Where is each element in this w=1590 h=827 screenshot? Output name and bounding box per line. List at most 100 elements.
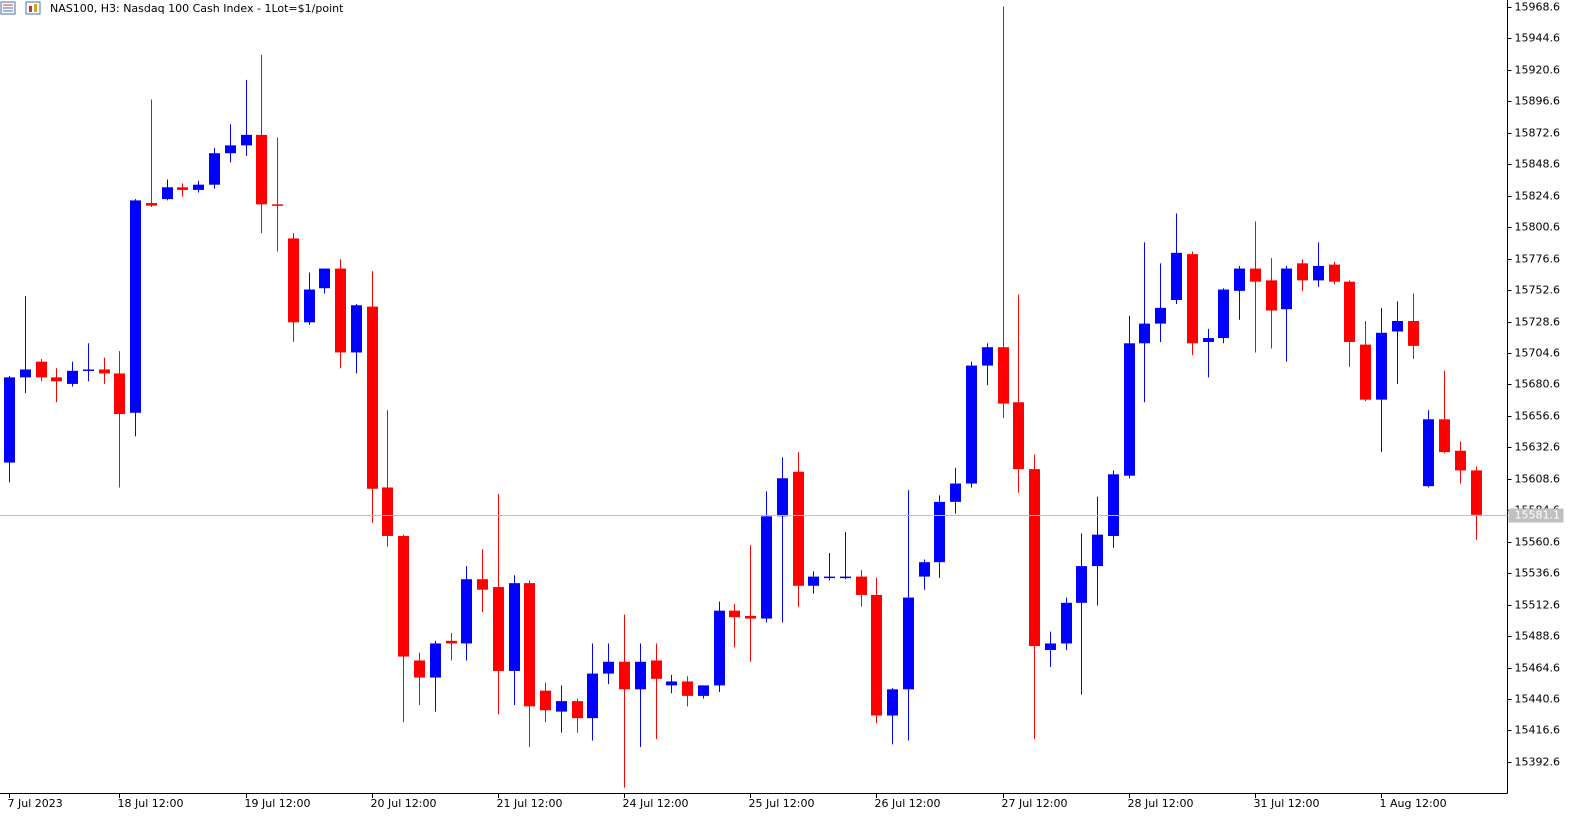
candle	[4, 376, 15, 483]
candle-body	[524, 583, 535, 707]
candle	[225, 124, 236, 163]
x-tick-label: 24 Jul 12:00	[623, 797, 689, 810]
candles	[4, 6, 1482, 788]
candle-body	[256, 134, 267, 205]
candle-body	[1234, 268, 1245, 291]
candle	[808, 571, 819, 594]
candle	[903, 490, 914, 741]
y-tick-label: 15800.6	[1515, 221, 1561, 234]
candle-body	[1187, 254, 1198, 344]
candle	[272, 137, 283, 252]
candle-body	[114, 373, 125, 415]
candle	[1203, 328, 1214, 378]
candle-body	[430, 643, 441, 678]
y-tick-label: 15728.6	[1515, 316, 1561, 329]
candle	[99, 357, 110, 384]
candle	[714, 601, 725, 692]
candle-body	[398, 535, 409, 657]
candle	[398, 534, 409, 723]
candle-body	[414, 660, 425, 678]
candle	[1187, 251, 1198, 356]
candle	[1376, 307, 1387, 453]
candle	[919, 559, 930, 590]
candle	[1392, 301, 1403, 384]
candle	[777, 457, 788, 623]
y-tick-label: 15824.6	[1515, 190, 1561, 203]
candle	[304, 272, 315, 325]
price-label: 15581.1	[1515, 509, 1561, 522]
candle-body	[382, 487, 393, 536]
candle-body	[1344, 281, 1355, 342]
candle-body	[982, 347, 993, 366]
candle-body	[209, 153, 220, 185]
y-tick-label: 15608.6	[1515, 473, 1561, 486]
y-tick-label: 15656.6	[1515, 410, 1561, 423]
candle	[1061, 597, 1072, 650]
candle-body	[1029, 469, 1040, 647]
candle	[1218, 288, 1229, 344]
candle	[351, 303, 362, 374]
candle-body	[745, 615, 756, 619]
candle	[1092, 496, 1103, 606]
chart-title: NAS100, H3: Nasdaq 100 Cash Index - 1Lot…	[50, 2, 344, 15]
candle-body	[682, 681, 693, 696]
candle-body	[146, 203, 157, 206]
candle	[1439, 370, 1450, 454]
candle	[1076, 533, 1087, 695]
candle-body	[603, 661, 614, 674]
candle-body	[871, 594, 882, 716]
y-tick-label: 15920.6	[1515, 64, 1561, 77]
y-tick-label: 15488.6	[1515, 630, 1561, 643]
candle	[572, 698, 583, 733]
candle-body	[319, 268, 330, 289]
candle	[1234, 265, 1245, 320]
candle	[130, 199, 141, 437]
candle-body	[1360, 344, 1371, 400]
candle-body	[635, 661, 646, 690]
candle-body	[4, 377, 15, 463]
candle-body	[1329, 264, 1340, 282]
candle	[682, 676, 693, 707]
candle	[162, 179, 173, 201]
candle-body	[1281, 268, 1292, 310]
y-tick-label: 15896.6	[1515, 95, 1561, 108]
candle	[934, 495, 945, 578]
candle	[729, 604, 740, 648]
candle-body	[808, 576, 819, 586]
candle	[1155, 263, 1166, 342]
y-tick-label: 15440.6	[1515, 693, 1561, 706]
y-tick-label: 15872.6	[1515, 127, 1561, 140]
candle-body	[36, 361, 47, 378]
candle	[477, 549, 488, 612]
x-tick-label: 1 Aug 12:00	[1380, 797, 1447, 810]
candle	[887, 688, 898, 745]
candle	[1455, 441, 1466, 484]
x-tick-label: 26 Jul 12:00	[875, 797, 941, 810]
candle-body	[193, 184, 204, 190]
candle	[651, 643, 662, 740]
candle	[1423, 410, 1434, 488]
candle	[193, 180, 204, 193]
candle	[871, 577, 882, 724]
y-tick-label: 15632.6	[1515, 441, 1561, 454]
candle-body	[446, 640, 457, 644]
candle	[587, 643, 598, 741]
candle-body	[99, 369, 110, 374]
x-tick-label: 21 Jul 12:00	[497, 797, 563, 810]
y-tick-label: 15512.6	[1515, 599, 1561, 612]
candle-body	[556, 701, 567, 712]
candle	[209, 147, 220, 189]
candle-body	[919, 562, 930, 577]
y-tick-label: 15968.6	[1515, 1, 1561, 14]
candle-body	[67, 370, 78, 384]
y-tick-label: 15848.6	[1515, 158, 1561, 171]
candle-body	[493, 587, 504, 671]
candle	[1013, 294, 1024, 493]
candle	[67, 361, 78, 387]
icon-bar	[34, 4, 37, 12]
x-tick-label: 20 Jul 12:00	[371, 797, 437, 810]
x-tick-label: 27 Jul 12:00	[1002, 797, 1068, 810]
candle	[1408, 293, 1419, 360]
y-tick-label: 15416.6	[1515, 724, 1561, 737]
